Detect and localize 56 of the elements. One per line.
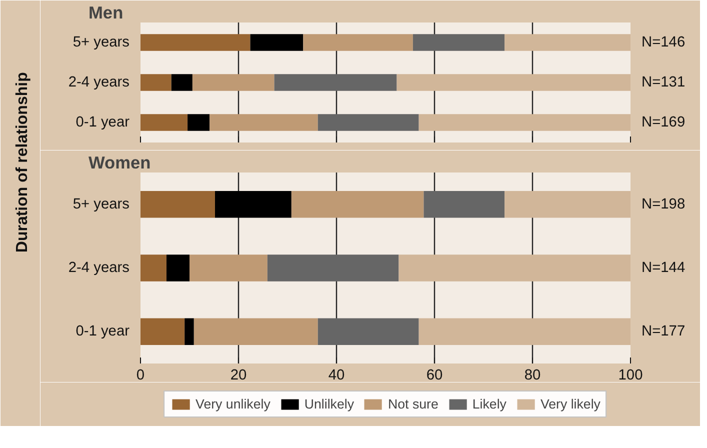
bar [291, 190, 424, 218]
bar [184, 318, 194, 346]
bar [424, 190, 505, 218]
chart-title: Men [88, 2, 124, 22]
bar [190, 254, 268, 282]
bar [140, 190, 215, 218]
bar [192, 74, 274, 91]
bar [418, 114, 630, 131]
bar [504, 190, 630, 218]
bar [140, 114, 188, 131]
bar [171, 74, 192, 91]
bar [318, 318, 419, 346]
text: N=144 [642, 260, 686, 276]
bar [418, 318, 630, 346]
x-tick-label: 100 [618, 368, 643, 384]
bar [274, 74, 397, 91]
bar [318, 114, 419, 131]
legend-label: Unlilkely [304, 396, 354, 412]
bar [250, 34, 304, 51]
bar [188, 114, 210, 131]
y-tick-label: 2-4 years [68, 260, 130, 276]
bar [166, 254, 190, 282]
x-tick-label: 20 [230, 368, 247, 384]
bar [504, 34, 630, 51]
y-tick-label: 5+ years [72, 34, 130, 50]
bar [140, 254, 166, 282]
bar [140, 74, 172, 91]
x-tick-label: 0 [136, 368, 145, 384]
y-tick-label: 0-1 year [76, 324, 130, 340]
legend-label: Not sure [388, 396, 438, 412]
bar [140, 318, 185, 346]
y-axis-title: Duration of relationship [14, 72, 31, 253]
y-tick-label: 2-4 years [68, 74, 130, 90]
bar [194, 318, 318, 346]
bar [214, 190, 292, 218]
bar [412, 34, 505, 51]
legend-label: Very unlikely [196, 396, 270, 412]
text: N=169 [642, 114, 686, 130]
legend-label: Very likely [540, 396, 600, 412]
x-tick-label: 40 [328, 368, 345, 384]
chart-title: Women [88, 152, 151, 172]
x-tick-label: 80 [524, 368, 541, 384]
text: N=198 [642, 196, 686, 212]
bar [398, 254, 630, 282]
text: N=131 [642, 74, 686, 90]
x-tick-label: 60 [426, 368, 443, 384]
text: N=146 [642, 34, 686, 50]
bar [267, 254, 399, 282]
bar [210, 114, 318, 131]
y-tick-label: 5+ years [72, 196, 130, 212]
text: N=177 [642, 324, 686, 340]
legend-label: Likely [472, 396, 506, 412]
bar [396, 74, 630, 91]
bar [303, 34, 413, 51]
y-tick-label: 0-1 year [76, 114, 130, 130]
bar [140, 34, 250, 51]
